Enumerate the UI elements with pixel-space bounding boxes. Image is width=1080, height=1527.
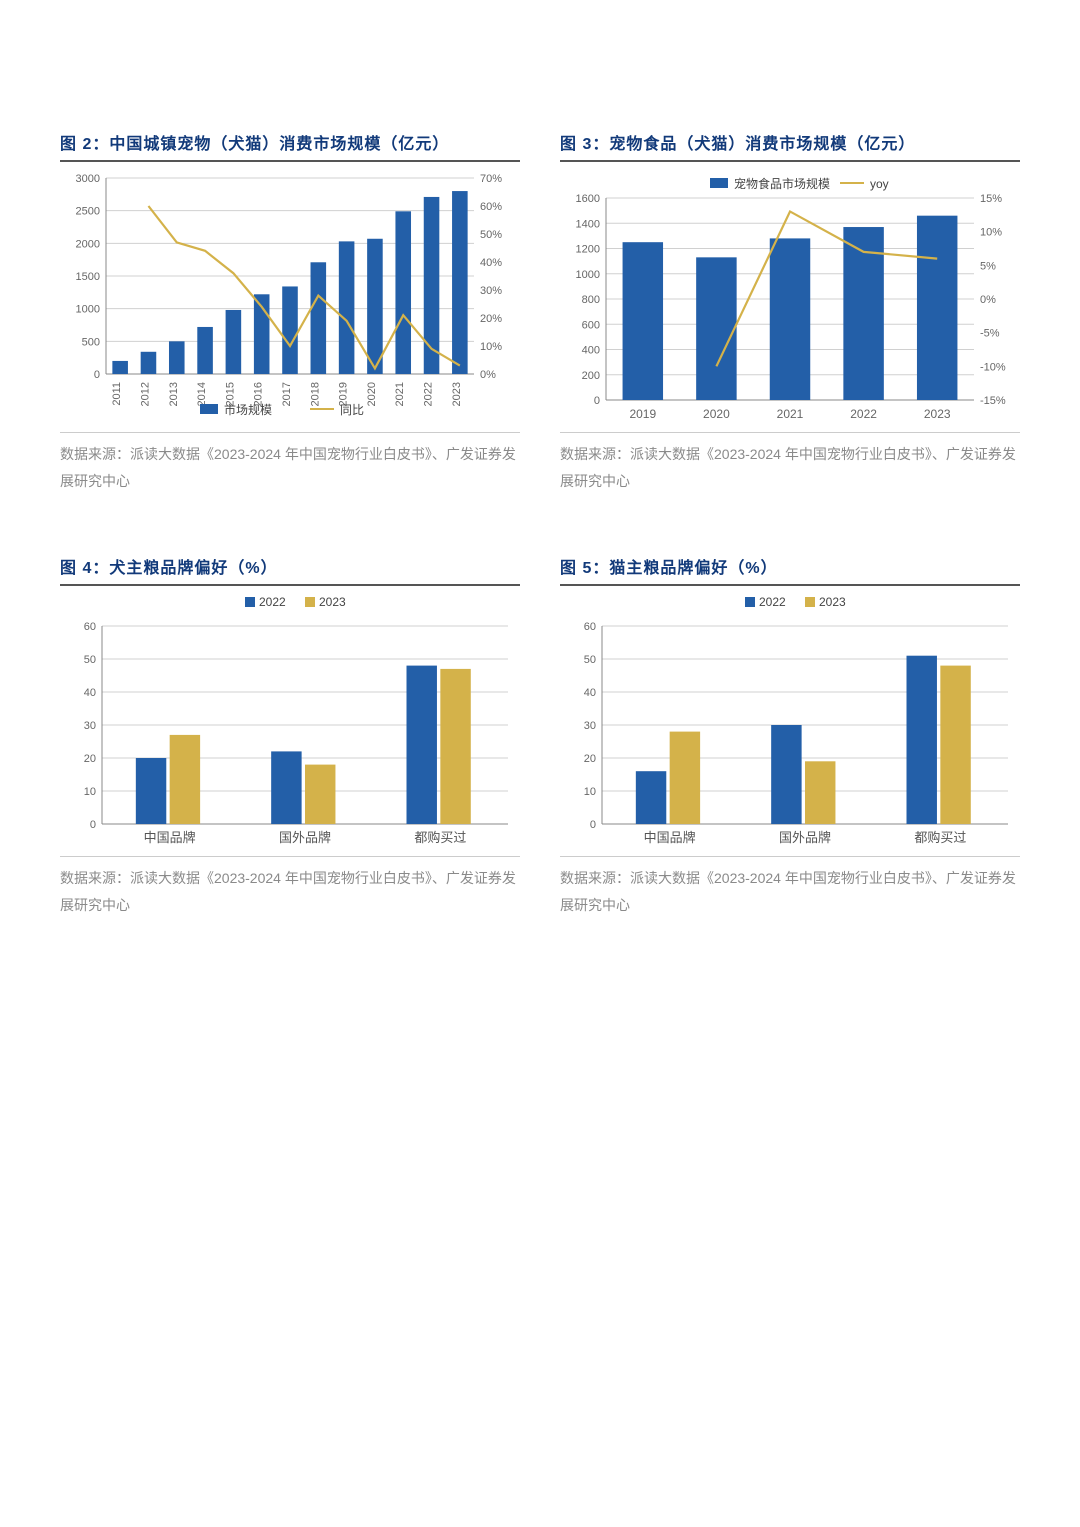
svg-text:0%: 0% xyxy=(980,294,996,306)
figure-5-chart: 0 10 20 30 40 50 60 中国品牌 国外品牌 都购买过 2022 2023 xyxy=(560,592,1020,852)
figure-2-title: 图 2：中国城镇宠物（犬猫）消费市场规模（亿元） xyxy=(60,130,520,162)
figure-2-chart: 0 500 1000 1500 2000 2500 3000 0% 10% 20% 30% 40% 50… xyxy=(60,168,520,428)
svg-text:2013: 2013 xyxy=(168,382,180,406)
svg-text:2022: 2022 xyxy=(759,595,786,609)
figure-2: 图 2：中国城镇宠物（犬猫）消费市场规模（亿元） 0 500 1000 1500 200… xyxy=(60,130,520,494)
figure-5-title: 图 5：猫主粮品牌偏好（%） xyxy=(560,554,1020,586)
svg-text:60: 60 xyxy=(84,621,96,633)
svg-text:-10%: -10% xyxy=(980,361,1006,373)
svg-text:5%: 5% xyxy=(980,260,996,272)
svg-text:400: 400 xyxy=(582,345,600,357)
svg-text:国外品牌: 国外品牌 xyxy=(279,830,331,845)
svg-text:70%: 70% xyxy=(480,173,502,185)
svg-text:40: 40 xyxy=(84,687,96,699)
svg-text:2500: 2500 xyxy=(76,206,100,218)
svg-text:国外品牌: 国外品牌 xyxy=(779,830,831,845)
svg-text:同比: 同比 xyxy=(340,403,364,417)
svg-text:50%: 50% xyxy=(480,229,502,241)
svg-text:2017: 2017 xyxy=(281,382,293,406)
figure-3-source: 数据来源：派读大数据《2023-2024 年中国宠物行业白皮书》、广发证券发展研… xyxy=(560,432,1020,494)
svg-text:3000: 3000 xyxy=(76,173,100,185)
svg-text:2020: 2020 xyxy=(366,382,378,406)
svg-text:20: 20 xyxy=(84,753,96,765)
svg-text:0: 0 xyxy=(590,819,596,831)
svg-text:2021: 2021 xyxy=(394,382,406,406)
svg-text:都购买过: 都购买过 xyxy=(414,830,466,845)
svg-text:2023: 2023 xyxy=(319,595,346,609)
svg-text:30%: 30% xyxy=(480,285,502,297)
svg-text:2012: 2012 xyxy=(139,382,151,406)
svg-text:60%: 60% xyxy=(480,201,502,213)
svg-text:500: 500 xyxy=(82,336,100,348)
svg-text:2022: 2022 xyxy=(259,595,286,609)
svg-text:市场规模: 市场规模 xyxy=(224,402,272,417)
svg-text:1400: 1400 xyxy=(576,218,600,230)
svg-text:10%: 10% xyxy=(480,341,502,353)
svg-text:2021: 2021 xyxy=(777,407,804,421)
svg-text:都购买过: 都购买过 xyxy=(914,830,966,845)
svg-text:30: 30 xyxy=(84,720,96,732)
svg-text:30: 30 xyxy=(584,720,596,732)
svg-text:0%: 0% xyxy=(480,369,496,381)
svg-text:60: 60 xyxy=(584,621,596,633)
figure-3-chart: 0 200 400 600 800 1000 1200 1400 1600 -15% -10% -5%… xyxy=(560,168,1020,428)
svg-text:中国品牌: 中国品牌 xyxy=(644,830,696,845)
figure-4: 图 4：犬主粮品牌偏好（%） 0 10 20 30 40 50 60 中国品牌 国外品牌 都购买过… xyxy=(60,554,520,918)
svg-text:2023: 2023 xyxy=(819,595,846,609)
svg-text:2022: 2022 xyxy=(850,407,877,421)
svg-text:2018: 2018 xyxy=(309,382,321,406)
figure-5: 图 5：猫主粮品牌偏好（%） 0 10 20 30 40 50 60 中国品牌 国外品牌 都购买过… xyxy=(560,554,1020,918)
svg-text:10: 10 xyxy=(584,786,596,798)
svg-text:600: 600 xyxy=(582,319,600,331)
svg-text:2014: 2014 xyxy=(196,382,208,406)
figure-4-chart: 0 10 20 30 40 50 60 中国品牌 国外品牌 都购买过 2022 2023 xyxy=(60,592,520,852)
svg-text:20: 20 xyxy=(584,753,596,765)
svg-text:200: 200 xyxy=(582,370,600,382)
svg-text:中国品牌: 中国品牌 xyxy=(144,830,196,845)
svg-text:0: 0 xyxy=(94,369,100,381)
svg-text:2023: 2023 xyxy=(451,382,463,406)
svg-text:50: 50 xyxy=(584,654,596,666)
svg-text:1000: 1000 xyxy=(76,304,100,316)
figure-5-source: 数据来源：派读大数据《2023-2024 年中国宠物行业白皮书》、广发证券发展研… xyxy=(560,856,1020,918)
svg-text:15%: 15% xyxy=(980,193,1002,205)
svg-text:2020: 2020 xyxy=(703,407,730,421)
figure-2-source: 数据来源：派读大数据《2023-2024 年中国宠物行业白皮书》、广发证券发展研… xyxy=(60,432,520,494)
svg-text:10: 10 xyxy=(84,786,96,798)
figure-3-title: 图 3：宠物食品（犬猫）消费市场规模（亿元） xyxy=(560,130,1020,162)
svg-text:2023: 2023 xyxy=(924,407,951,421)
svg-text:2022: 2022 xyxy=(423,382,435,406)
svg-text:yoy: yoy xyxy=(870,177,889,191)
svg-text:50: 50 xyxy=(84,654,96,666)
figure-4-source: 数据来源：派读大数据《2023-2024 年中国宠物行业白皮书》、广发证券发展研… xyxy=(60,856,520,918)
svg-text:20%: 20% xyxy=(480,313,502,325)
svg-text:2000: 2000 xyxy=(76,238,100,250)
svg-text:40: 40 xyxy=(584,687,596,699)
svg-text:0: 0 xyxy=(90,819,96,831)
svg-text:800: 800 xyxy=(582,294,600,306)
svg-text:2011: 2011 xyxy=(111,382,123,406)
svg-text:宠物食品市场规模: 宠物食品市场规模 xyxy=(734,176,830,191)
svg-text:-15%: -15% xyxy=(980,395,1006,407)
figure-3: 图 3：宠物食品（犬猫）消费市场规模（亿元） 0 200 400 600 800 1000… xyxy=(560,130,1020,494)
svg-text:1500: 1500 xyxy=(76,271,100,283)
svg-text:1000: 1000 xyxy=(576,269,600,281)
svg-text:40%: 40% xyxy=(480,257,502,269)
svg-text:1200: 1200 xyxy=(576,244,600,256)
svg-text:-5%: -5% xyxy=(980,328,1000,340)
svg-text:0: 0 xyxy=(594,395,600,407)
svg-text:1600: 1600 xyxy=(576,193,600,205)
svg-text:10%: 10% xyxy=(980,227,1002,239)
svg-text:2019: 2019 xyxy=(629,407,656,421)
figure-4-title: 图 4：犬主粮品牌偏好（%） xyxy=(60,554,520,586)
